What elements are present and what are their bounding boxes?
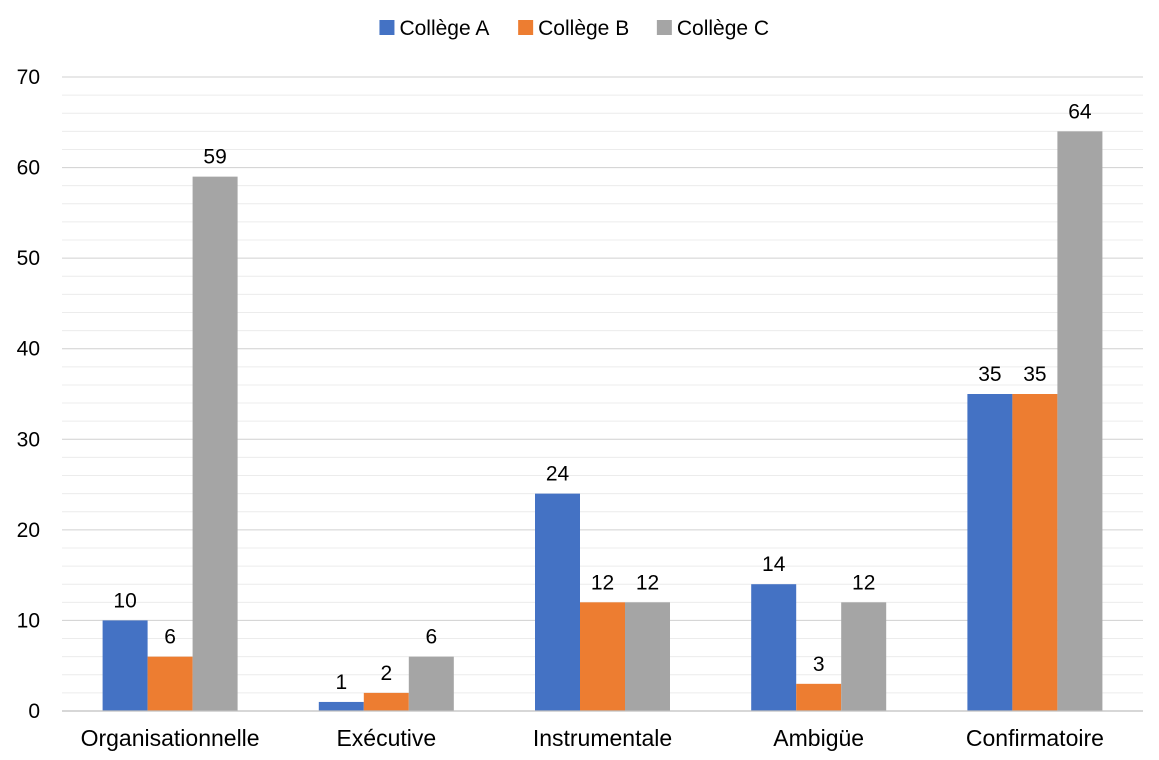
bar [535, 493, 580, 711]
x-tick-label: Confirmatoire [966, 725, 1104, 751]
y-tick-label: 10 [17, 609, 40, 632]
bar [408, 656, 454, 711]
data-label: 12 [591, 571, 614, 594]
data-label: 2 [380, 662, 392, 685]
x-tick-label: Exécutive [336, 725, 436, 751]
legend: Collège A Collège B Collège C [379, 17, 769, 40]
bars [102, 131, 1103, 712]
legend-label: Collège C [677, 17, 769, 40]
x-tick-label: Ambigüe [773, 725, 864, 751]
legend-label: Collège B [538, 17, 629, 40]
bar [363, 692, 409, 711]
y-axis: 0 10 20 30 40 50 60 70 [17, 66, 40, 723]
data-label: 24 [546, 463, 570, 486]
bar [147, 656, 193, 711]
y-tick-label: 0 [28, 700, 40, 723]
x-axis: Organisationnelle Exécutive Instrumentale A… [62, 710, 1143, 751]
data-label: 64 [1068, 100, 1092, 123]
bar [841, 602, 887, 711]
data-label: 12 [852, 571, 875, 594]
y-tick-label: 20 [17, 519, 40, 542]
bar [192, 176, 238, 712]
y-tick-label: 40 [17, 338, 40, 361]
data-label: 59 [203, 146, 226, 169]
data-label: 14 [762, 553, 786, 576]
data-label: 1 [335, 671, 347, 694]
y-tick-label: 70 [17, 66, 40, 89]
data-label: 35 [1023, 363, 1046, 386]
legend-label: Collège A [399, 17, 489, 40]
bar [318, 701, 364, 711]
bar [796, 683, 842, 711]
data-label: 12 [636, 571, 659, 594]
bar [102, 620, 148, 711]
bar [580, 602, 625, 711]
x-tick-label: Instrumentale [533, 725, 672, 751]
bar [967, 394, 1013, 711]
legend-swatch [518, 20, 534, 35]
minor-gridlines [62, 94, 1143, 694]
legend-swatch [656, 20, 672, 35]
bar [751, 584, 797, 711]
x-tick-label: Organisationnelle [81, 725, 260, 751]
data-label: 3 [813, 653, 825, 676]
y-tick-label: 30 [17, 428, 40, 451]
legend-swatch [379, 20, 395, 35]
y-tick-label: 60 [17, 157, 40, 180]
bar [1012, 394, 1058, 711]
data-label: 6 [425, 626, 437, 649]
data-label: 35 [978, 363, 1001, 386]
data-label: 6 [164, 626, 176, 649]
data-label: 10 [113, 589, 136, 612]
y-tick-label: 50 [17, 247, 40, 270]
bar [1057, 131, 1103, 712]
bar [625, 602, 670, 711]
